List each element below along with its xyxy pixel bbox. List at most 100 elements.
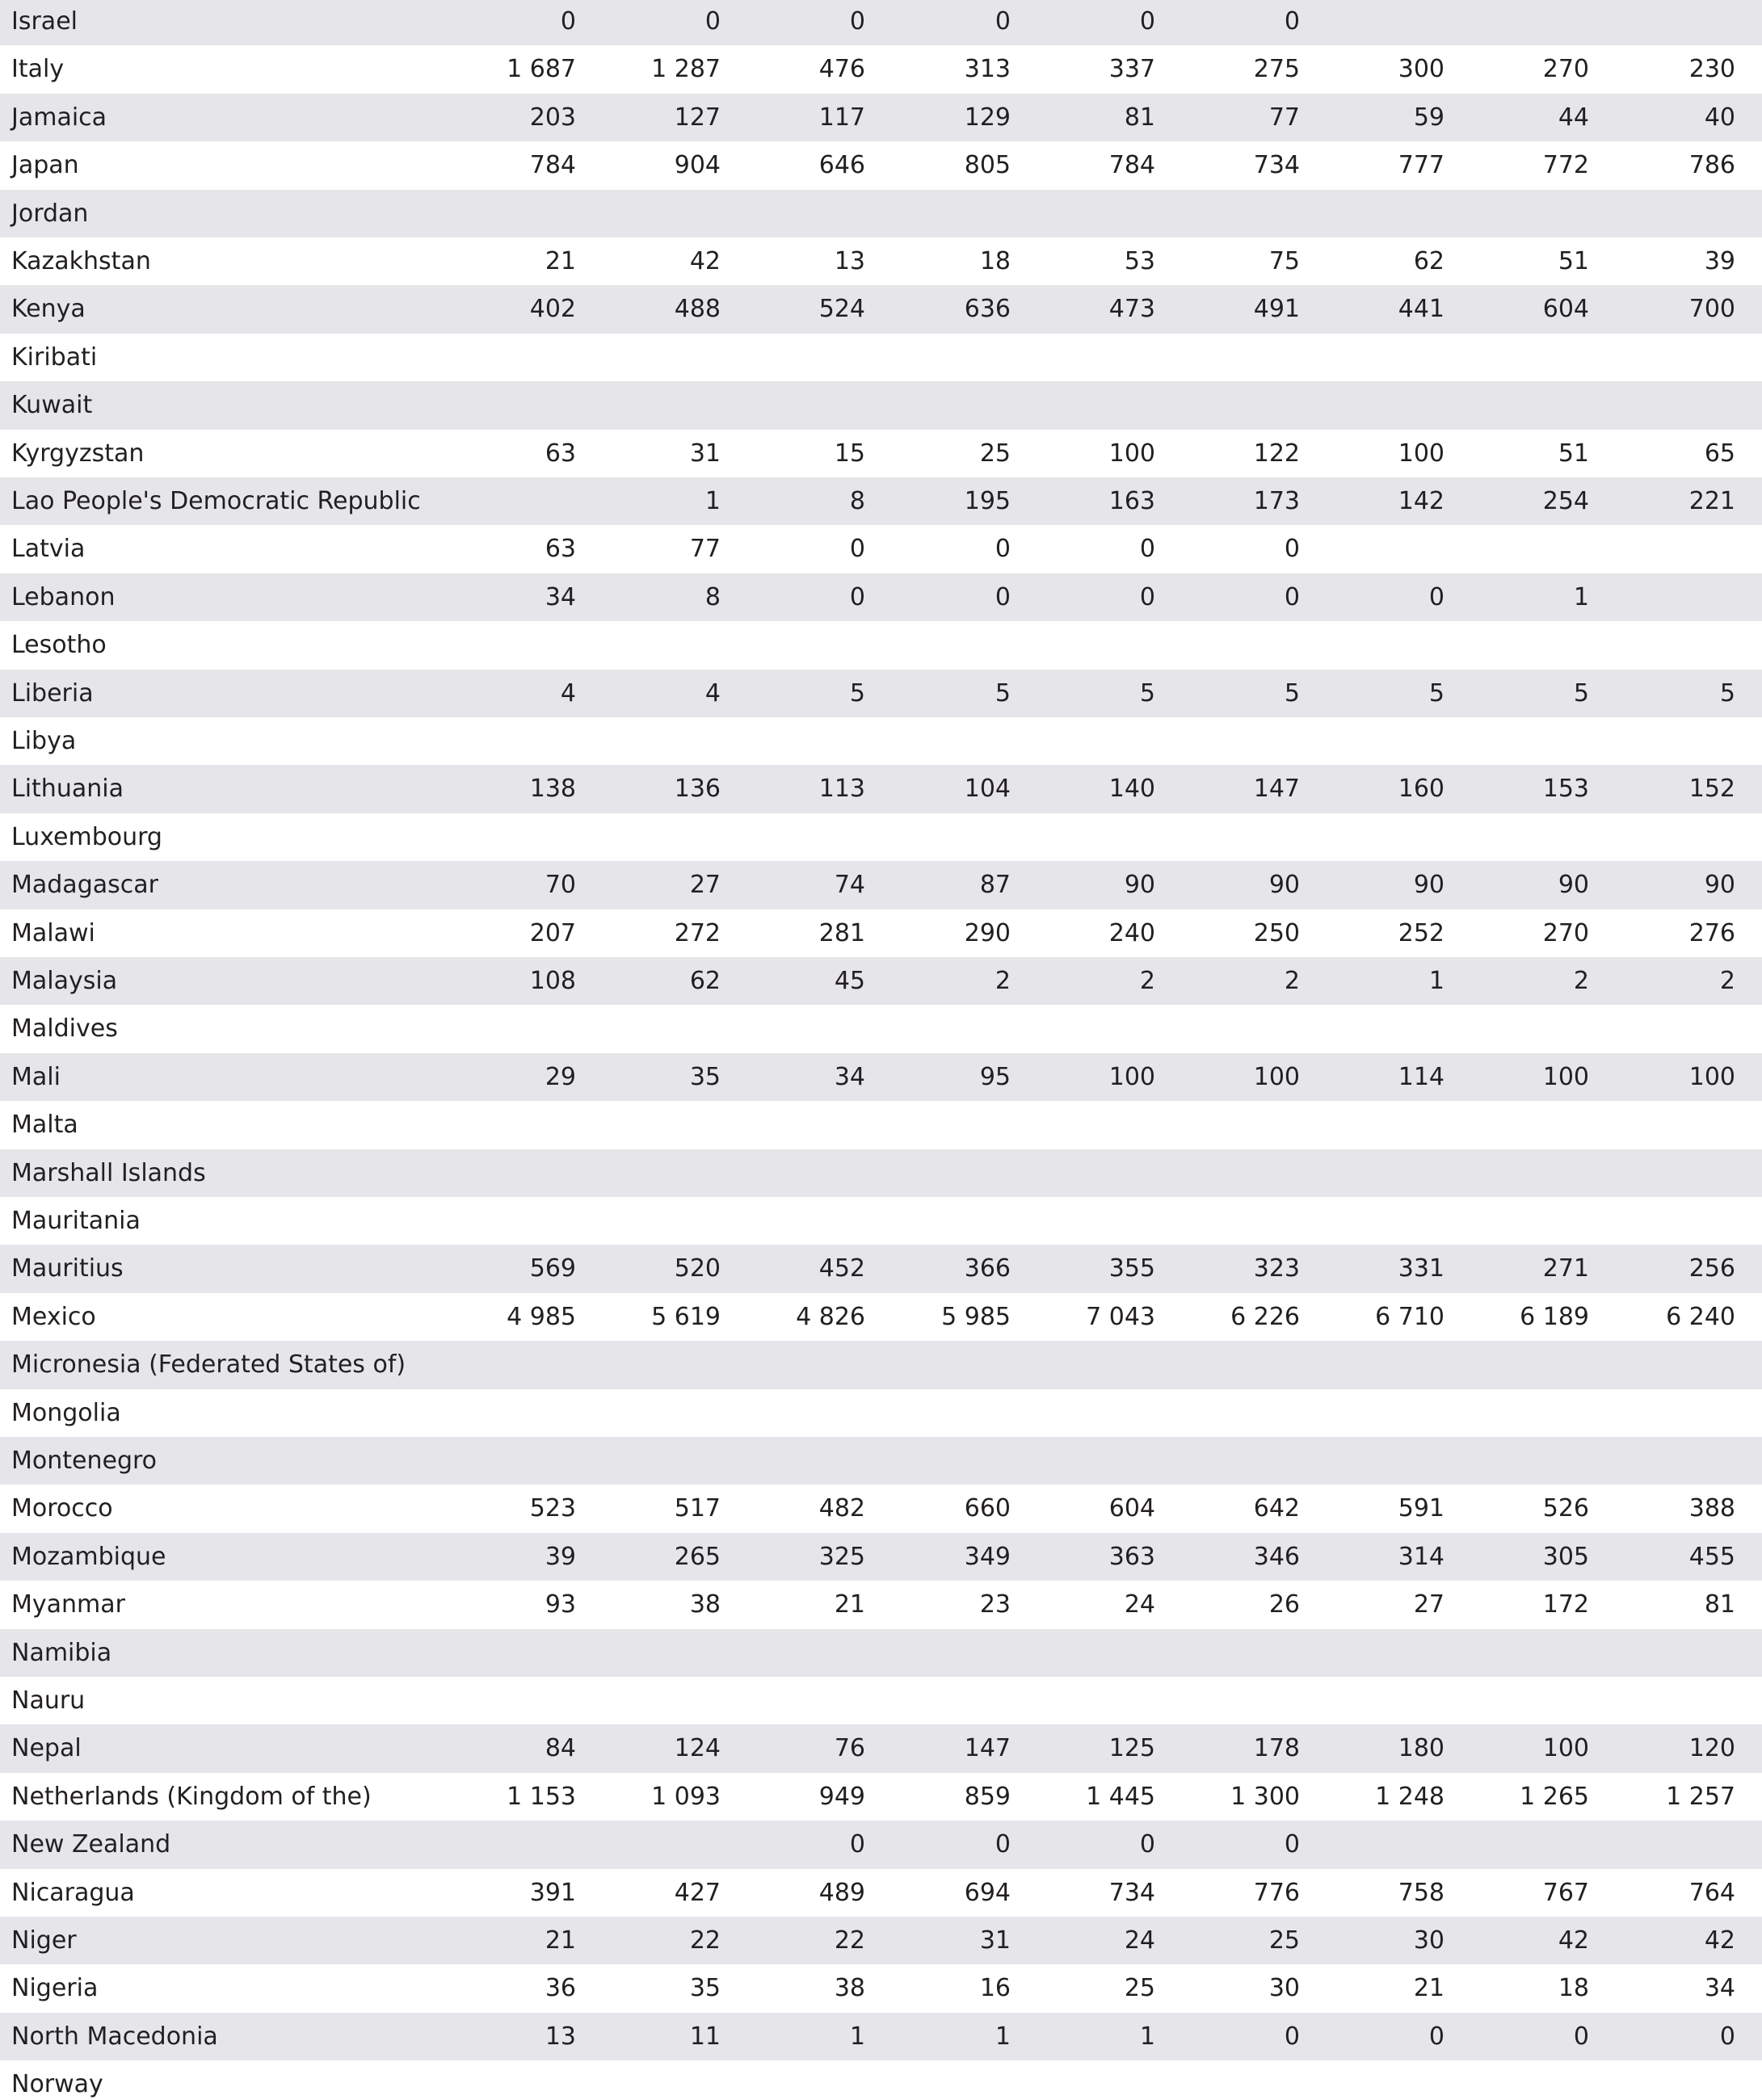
table-row: Madagascar 70 27 74 87 90 90 90 90 90: [0, 861, 1762, 909]
value-cell: 63: [545, 439, 576, 468]
value-cell: 455: [1688, 1542, 1735, 1571]
value-cell: 0: [1719, 2022, 1735, 2051]
value-cell: 265: [674, 1542, 721, 1571]
value-cell: 805: [964, 151, 1011, 180]
value-cell: 136: [674, 775, 721, 804]
value-cell: 93: [545, 1590, 576, 1619]
value-cell: 4: [560, 678, 576, 708]
value-cell: 5 985: [941, 1302, 1011, 1331]
value-cell: 75: [1268, 247, 1300, 275]
value-cell: 100: [1688, 1062, 1735, 1091]
value-cell: 138: [529, 775, 576, 804]
country-name: Italy: [11, 55, 65, 84]
value-cell: 591: [1398, 1494, 1445, 1523]
value-cell: 120: [1688, 1734, 1735, 1763]
country-name: Nepal: [11, 1734, 82, 1763]
value-cell: 256: [1688, 1254, 1735, 1283]
country-name: Jamaica: [11, 103, 107, 132]
value-cell: 114: [1398, 1062, 1445, 1091]
value-cell: 230: [1688, 55, 1735, 84]
table-row: Malta: [0, 1101, 1762, 1149]
value-cell: 1 265: [1520, 1782, 1589, 1811]
value-cell: 523: [529, 1494, 576, 1523]
value-cell: 2: [1139, 967, 1155, 995]
value-cell: 147: [1253, 775, 1300, 804]
value-cell: 0: [1284, 7, 1300, 36]
value-cell: 482: [818, 1494, 865, 1523]
country-name: Malaysia: [11, 967, 118, 995]
value-cell: 127: [674, 103, 721, 132]
value-cell: 74: [834, 871, 865, 900]
value-cell: 11: [689, 2022, 721, 2051]
value-cell: 90: [1704, 871, 1735, 900]
table-row: New Zealand 0 0 0 0: [0, 1821, 1762, 1869]
table-row: Mali 29 35 34 95 100 100 114 100 100: [0, 1052, 1762, 1102]
value-cell: 776: [1253, 1878, 1300, 1907]
value-cell: 38: [689, 1590, 721, 1619]
value-cell: 604: [1108, 1494, 1155, 1523]
value-cell: 949: [818, 1782, 865, 1811]
value-cell: 5: [849, 678, 865, 708]
value-cell: 1: [1428, 967, 1445, 995]
value-cell: 5: [1719, 678, 1735, 708]
value-cell: 0: [1139, 1830, 1155, 1859]
value-cell: 87: [979, 871, 1011, 900]
value-cell: 51: [1558, 247, 1589, 275]
value-cell: 23: [979, 1590, 1011, 1619]
value-cell: 313: [964, 55, 1011, 84]
value-cell: 0: [849, 582, 865, 611]
value-cell: 1 257: [1666, 1782, 1735, 1811]
table-row: Jamaica 203 127 117 129 81 77 59 44 40: [0, 93, 1762, 142]
country-name: Mongolia: [11, 1398, 121, 1427]
value-cell: 35: [689, 1062, 721, 1091]
value-cell: 13: [834, 247, 865, 275]
value-cell: 402: [529, 295, 576, 324]
value-cell: 281: [818, 918, 865, 947]
table-row: Japan 784 904 646 805 784 734 777 772 786: [0, 141, 1762, 189]
value-cell: 5: [1428, 678, 1445, 708]
table-row: Kenya 402 488 524 636 473 491 441 604 700: [0, 285, 1762, 334]
value-cell: 323: [1253, 1254, 1300, 1283]
value-cell: 2: [1719, 967, 1735, 995]
value-cell: 81: [1124, 103, 1155, 132]
value-cell: 90: [1558, 871, 1589, 900]
value-cell: 452: [818, 1254, 865, 1283]
value-cell: 6 710: [1375, 1302, 1445, 1331]
value-cell: 100: [1542, 1734, 1589, 1763]
value-cell: 16: [979, 1974, 1011, 2003]
value-cell: 240: [1108, 918, 1155, 947]
value-cell: 5: [1573, 678, 1589, 708]
country-name: Namibia: [11, 1638, 112, 1667]
table-row: Morocco 523 517 482 660 604 642 591 526 388: [0, 1485, 1762, 1532]
value-cell: 388: [1688, 1494, 1735, 1523]
country-name: Nigeria: [11, 1974, 99, 2003]
table-row: Nauru: [0, 1677, 1762, 1724]
value-cell: 5 619: [651, 1302, 721, 1331]
value-cell: 275: [1253, 55, 1300, 84]
value-cell: 39: [1704, 247, 1735, 275]
country-name: Kenya: [11, 295, 86, 324]
value-cell: 526: [1542, 1494, 1589, 1523]
value-cell: 4 826: [796, 1302, 865, 1331]
table-row: Libya: [0, 717, 1762, 765]
value-cell: 100: [1398, 439, 1445, 468]
table-row: Italy 1 687 1 287 476 313 337 275 300 270 230: [0, 45, 1762, 93]
value-cell: 0: [704, 7, 721, 36]
value-cell: 22: [834, 1926, 865, 1955]
value-cell: 636: [964, 295, 1011, 324]
value-cell: 1 445: [1086, 1782, 1155, 1811]
value-cell: 366: [964, 1254, 1011, 1283]
value-cell: 31: [979, 1926, 1011, 1955]
value-cell: 203: [529, 103, 576, 132]
value-cell: 163: [1108, 487, 1155, 515]
table-row: Malawi 207 272 281 290 240 250 252 270 276: [0, 909, 1762, 957]
value-cell: 70: [545, 871, 576, 900]
value-cell: 0: [849, 535, 865, 564]
value-cell: 0: [995, 7, 1011, 36]
value-cell: 2: [995, 967, 1011, 995]
country-name: Lithuania: [11, 775, 124, 804]
value-cell: 660: [964, 1494, 1011, 1523]
value-cell: 42: [689, 247, 721, 275]
value-cell: 569: [529, 1254, 576, 1283]
value-cell: 2: [1284, 967, 1300, 995]
